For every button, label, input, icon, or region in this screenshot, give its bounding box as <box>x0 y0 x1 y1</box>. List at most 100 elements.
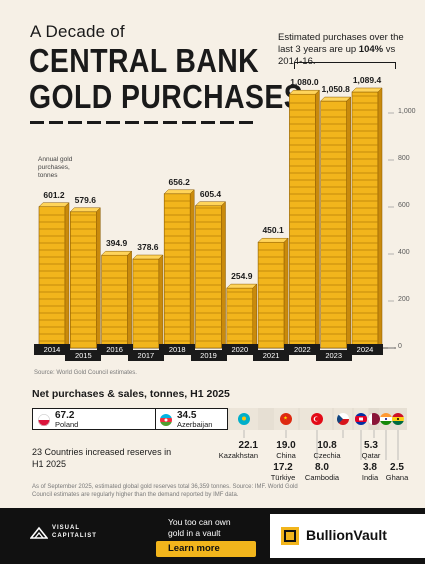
china-flag-icon: ★ <box>280 413 292 425</box>
poland-box: 67.2 Poland <box>32 408 156 430</box>
czechia-flag-icon <box>337 413 349 425</box>
bar-value-label: 1,050.8 <box>321 84 350 95</box>
title-line2: GOLD PURCHASES <box>29 78 304 115</box>
czechia-label: 10.8 Czechia <box>313 440 340 460</box>
header-note: Estimated purchases over the last 3 year… <box>278 32 418 68</box>
label-leader-lines <box>243 430 399 460</box>
turkiye-flag-icon <box>311 413 323 425</box>
india-label: 3.8 India <box>362 462 378 482</box>
year-label: 2022 <box>284 344 321 355</box>
title-underline <box>30 121 253 124</box>
y-tick-label: 600 <box>398 202 410 209</box>
note-suffix: vs 2014-16. <box>278 44 396 67</box>
azerbaijan-name: Azerbaijan <box>177 420 213 429</box>
learn-more-button[interactable]: Learn more <box>156 541 256 557</box>
bar-2022 <box>288 89 321 349</box>
partner-name: BullionVault <box>306 527 387 543</box>
title-line1: CENTRAL BANK <box>29 42 260 79</box>
year-label: 2015 <box>65 350 102 361</box>
h1-summary: 23 Countries increased reserves in H1 20… <box>32 447 172 469</box>
bar-2021 <box>257 237 289 349</box>
y-tick-label: 0 <box>398 343 402 350</box>
promo-line1: You too can own <box>168 517 231 527</box>
year-label: 2020 <box>221 344 258 355</box>
chart-source: Source: World Gold Council estimates. <box>34 370 137 376</box>
year-label: 2014 <box>34 344 70 355</box>
bar-value-label: 605.4 <box>199 188 222 199</box>
footer: VISUAL CAPITALIST You too can own gold i… <box>0 508 425 564</box>
bar-value-label: 656.2 <box>168 176 190 187</box>
year-label: 2019 <box>190 350 227 361</box>
year-label: 2018 <box>159 344 196 355</box>
cambodia-value: 8.0 <box>315 462 329 473</box>
bar-value-label: 378.6 <box>137 242 159 253</box>
bar-2014 <box>38 202 70 349</box>
partner-block[interactable]: BullionVault <box>270 514 425 558</box>
bar-2016 <box>100 250 133 349</box>
india-name: India <box>361 473 379 482</box>
learn-more-label: Learn more <box>168 543 220 554</box>
poland-flag-icon <box>38 414 50 426</box>
azerbaijan-box: 34.5 Azerbaijan <box>156 408 228 430</box>
ghana-value: 2.5 <box>390 462 404 473</box>
brand-line2: CAPITALIST <box>52 533 97 539</box>
h1-section-title: Net purchases & sales, tonnes, H1 2025 <box>32 388 230 400</box>
qatar-label: 5.3 Qatar <box>362 440 381 460</box>
y-tick-label: 1,000 <box>398 108 416 115</box>
kazakhstan-value: 22.1 <box>238 440 258 451</box>
bar-2023 <box>320 96 352 349</box>
cambodia-name: Cambodia <box>304 473 340 482</box>
bullionvault-logo-icon <box>281 527 299 545</box>
bar-value-label: 601.2 <box>43 189 65 200</box>
ghana-name: Ghana <box>385 473 409 482</box>
svg-text:★: ★ <box>283 416 288 422</box>
promo-line2: gold in a vault <box>168 528 221 538</box>
qatar-name: Qatar <box>361 451 381 460</box>
bar-value-label: 450.1 <box>262 225 284 236</box>
note-bracket <box>294 62 396 69</box>
czechia-value: 10.8 <box>317 440 337 451</box>
note-prefix: Estimated purchases over the last 3 year… <box>278 32 404 55</box>
bar-value-label: 254.9 <box>231 271 253 282</box>
y-axis-label: Annual gold purchases, tonnes <box>38 156 73 179</box>
india-flag-icon <box>380 413 392 425</box>
bar-2019 <box>194 201 227 349</box>
cambodia-label: 8.0 Cambodia <box>305 462 339 482</box>
year-label: 2024 <box>347 344 383 355</box>
bar-value-label: 1,089.4 <box>352 74 382 85</box>
india-value: 3.8 <box>363 462 377 473</box>
year-label: 2017 <box>127 350 164 361</box>
ghana-label: 2.5 Ghana <box>386 462 409 482</box>
qatar-flag-icon <box>368 413 380 425</box>
bar-value-label: 579.6 <box>74 194 96 205</box>
cambodia-flag-icon <box>355 413 367 425</box>
bar-value-label: 394.9 <box>105 238 128 249</box>
ghana-flag-icon <box>392 413 404 425</box>
bar-value-label: 1,080.0 <box>290 77 319 88</box>
czechia-name: Czechia <box>313 451 341 460</box>
turkiye-name: Türkiye <box>270 473 296 482</box>
china-label: 19.0 China <box>276 440 296 460</box>
kazakhstan-flag-icon <box>238 413 250 425</box>
poland-value: 67.2 <box>55 410 75 421</box>
turkiye-label: 17.2 Türkiye <box>271 462 296 482</box>
china-value: 19.0 <box>276 440 296 451</box>
year-label: 2023 <box>315 350 352 361</box>
title-small: A Decade of <box>30 22 125 41</box>
visual-capitalist-logo-icon <box>30 526 48 539</box>
y-tick-label: 200 <box>398 296 410 303</box>
footnote: As of September 2025, estimated global g… <box>32 484 298 498</box>
year-label: 2021 <box>253 350 290 361</box>
turkiye-value: 17.2 <box>273 462 293 473</box>
azerbaijan-value: 34.5 <box>177 410 197 421</box>
poland-name: Poland <box>55 420 79 429</box>
note-bold: 104% <box>358 44 384 55</box>
kazakhstan-name: Kazakhstan <box>218 451 258 460</box>
y-tick-label: 400 <box>398 249 410 256</box>
year-label: 2016 <box>96 344 133 355</box>
kazakhstan-label: 22.1 Kazakhstan <box>219 440 258 460</box>
qatar-value: 5.3 <box>364 440 378 451</box>
bar-2018 <box>163 189 195 349</box>
brand-line1: VISUAL <box>52 525 81 531</box>
y-tick-label: 800 <box>398 155 410 162</box>
